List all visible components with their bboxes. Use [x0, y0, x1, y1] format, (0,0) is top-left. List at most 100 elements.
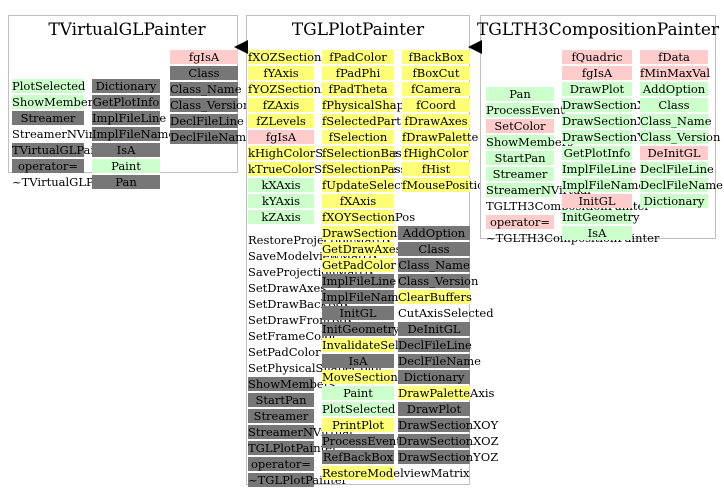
member-cell: RefBackBox [322, 450, 394, 464]
member-cell: InitGL [322, 306, 394, 320]
member-cell: fPadPhi [322, 66, 394, 80]
member-cell: Class_Name [640, 114, 712, 128]
member-cell: SetDrawAxes [248, 281, 327, 295]
class-title-tglplotpainter: TGLPlotPainter [291, 20, 425, 40]
member-cell: AddOption [640, 82, 708, 96]
member-cell: fBackBox [402, 50, 470, 64]
member-cell: DrawSectionYOZ [562, 130, 663, 144]
member-cell: Dictionary [398, 370, 470, 384]
member-cell: Dictionary [92, 79, 160, 93]
member-cell: StreamerNVirtual [486, 183, 591, 197]
member-cell: DeclFileName [640, 178, 723, 192]
member-cell: fYOZSectionPos [248, 82, 342, 96]
member-cell: Class_Version [170, 98, 251, 112]
member-cell: fSelection [322, 130, 394, 144]
member-cell: Streamer [248, 409, 314, 423]
member-cell [486, 71, 554, 85]
member-cell: DrawSectionXOZ [398, 434, 499, 448]
member-cell: kHighColorSelectionBase [248, 146, 398, 160]
member-cell: ImplFileName [562, 178, 646, 192]
member-cell: fQuadric [562, 50, 632, 64]
member-cell: RestoreProjectionMatrix [248, 233, 392, 247]
member-cell: fDrawPalette [402, 130, 479, 144]
member-cell: DrawSectionXOY [398, 418, 499, 432]
member-cell: Pan [486, 87, 554, 101]
member-cell: fBoxCut [402, 66, 470, 80]
member-cell: fZLevels [248, 114, 314, 128]
inheritance-arrow-th3-to-plot [468, 40, 482, 54]
member-cell: DrawSections [322, 226, 404, 240]
member-cell: IsA [562, 226, 632, 240]
class-title-tglth3compositionpainter: TGLTH3CompositionPainter [476, 20, 720, 40]
member-cell: ClearBuffers [398, 290, 472, 304]
member-cell: InitGL [562, 194, 632, 208]
member-cell: fgIsA [562, 66, 632, 80]
member-cell: GetPadColor [322, 258, 396, 272]
member-cell: IsA [92, 143, 160, 157]
member-cell: fCoord [402, 98, 470, 112]
member-cell: fHighColor [402, 146, 470, 160]
member-cell: ProcessEvent [322, 434, 401, 448]
member-cell: StreamerNVirtual [248, 425, 353, 439]
member-cell [12, 63, 84, 77]
member-cell: SetFrameColor [248, 329, 338, 343]
member-cell: fDrawAxes [402, 114, 470, 128]
member-cell: fSelectedPart [322, 114, 401, 128]
member-cell: fXOZSectionPos [248, 50, 342, 64]
member-cell: TGLPlotPainter [248, 441, 338, 455]
member-cell: ShowMembers [486, 135, 574, 149]
member-cell: InitGeometry [562, 210, 640, 224]
member-cell: DeclFileName [398, 354, 481, 368]
member-cell: ~TGLPlotPainter [248, 473, 348, 487]
member-cell: fXAxis [322, 194, 394, 208]
member-cell: TVirtualGLPainter [12, 143, 119, 157]
member-cell: SetDrawBackBox [248, 297, 350, 311]
member-cell: Class_Version [398, 274, 479, 288]
member-cell: ~TGLTH3CompositionPainter [486, 231, 659, 245]
member-cell: kYAxis [248, 194, 314, 208]
member-cell: SetPadColor [248, 345, 321, 359]
member-cell: SetColor [486, 119, 554, 133]
inheritance-arrow-plot-to-virtual [234, 40, 248, 54]
member-cell: TGLTH3CompositionPainter [486, 199, 650, 213]
member-cell: ShowMembers [12, 95, 100, 109]
member-cell: CutAxisSelected [398, 306, 494, 320]
member-cell: ImplFileLine [92, 111, 167, 125]
member-cell: ImplFileName [322, 290, 406, 304]
member-cell: fgIsA [170, 50, 238, 64]
member-cell: kZAxis [248, 210, 314, 224]
member-cell: DrawSectionYOZ [398, 450, 499, 464]
member-cell: ShowMembers [248, 377, 336, 391]
member-cell: SaveProjectionMatrix [248, 265, 375, 279]
member-cell: DeclFileLine [640, 162, 714, 176]
member-cell: ImplFileLine [562, 162, 637, 176]
member-cell: Paint [322, 386, 394, 400]
member-cell: fHist [402, 162, 470, 176]
member-cell: DrawSectionXOY [562, 98, 663, 112]
member-cell: GetDrawAxes [322, 242, 402, 256]
member-cell: InvalidateSelection [322, 338, 435, 352]
member-cell: DeInitGL [640, 146, 708, 160]
member-cell: DeclFileLine [398, 338, 472, 352]
member-cell: StartPan [248, 393, 314, 407]
member-cell: DrawPlot [562, 82, 632, 96]
member-cell: DrawPaletteAxis [398, 386, 495, 400]
member-cell: fSelectionPass [322, 162, 407, 176]
member-cell: fYAxis [248, 66, 314, 80]
member-cell: SaveModelviewMatrix [248, 249, 379, 263]
member-cell: Pan [92, 175, 160, 189]
member-cell: Class_Name [398, 258, 470, 272]
member-cell: RestoreModelviewMatrix [322, 466, 470, 480]
member-cell: PlotSelected [322, 402, 396, 416]
member-cell: Class [398, 242, 470, 256]
member-cell: kXAxis [248, 178, 314, 192]
member-cell: IsA [322, 354, 394, 368]
member-cell: fgIsA [248, 130, 314, 144]
member-cell: Class_Version [640, 130, 721, 144]
member-cell: fMousePosition [402, 178, 492, 192]
member-cell: ProcessEvent [486, 103, 565, 117]
member-cell: fXOYSectionPos [322, 210, 416, 224]
member-cell: MoveSection [322, 370, 398, 384]
member-cell: operator= [486, 215, 554, 229]
